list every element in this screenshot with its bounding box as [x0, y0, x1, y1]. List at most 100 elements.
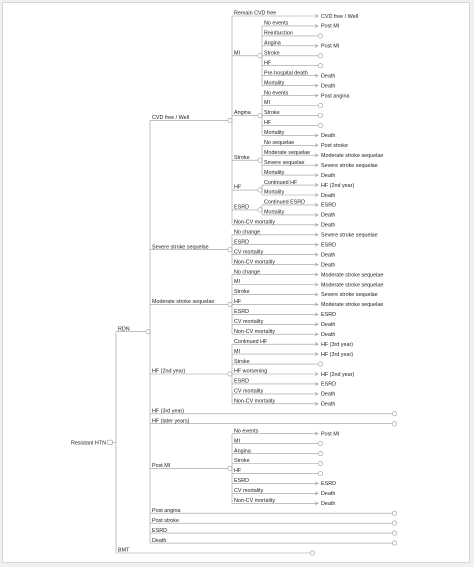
chance-node-angina: [257, 112, 263, 118]
outcome-arrow: [314, 153, 319, 158]
branch-label-hf-3rd-year: HF (3rd year): [152, 408, 184, 414]
outcome-arrow: [314, 222, 319, 227]
outcome-arrow: [314, 292, 319, 297]
terminal-node: [317, 441, 323, 447]
outcome-label-hf-3rd-year: HF (3rd year): [321, 352, 353, 358]
chance-node-hf-2nd-year: [227, 371, 233, 377]
branch-label-hf: HF: [234, 185, 242, 191]
outcome-arrow: [314, 133, 319, 138]
outcome-label-death: Death: [321, 491, 335, 497]
outcome-label-cvd-free-well: CVD free / Well: [321, 14, 358, 20]
outcome-arrow: [314, 501, 319, 506]
outcome-arrow: [314, 352, 319, 356]
outcome-label-death: Death: [321, 133, 335, 139]
branch-label-hf: HF: [234, 299, 242, 305]
outcome-arrow: [314, 173, 319, 177]
branch-label-esrd: ESRD: [234, 309, 249, 315]
outcome-label-death: Death: [321, 73, 335, 79]
branch-label-non-cv-mortality: Non-CV mortality: [234, 220, 275, 226]
branch-label-mortality: Mortality: [264, 170, 285, 176]
outcome-label-death: Death: [321, 262, 335, 268]
outcome-label-esrd: ESRD: [321, 243, 336, 249]
outcome-label-esrd: ESRD: [321, 203, 336, 209]
outcome-label-death: Death: [321, 392, 335, 398]
figure-frame: [2, 2, 470, 563]
terminal-node: [391, 520, 397, 526]
branch-label-angina: Angina: [234, 448, 251, 454]
outcome-arrow: [314, 43, 319, 48]
terminal-node: [391, 421, 397, 427]
outcome-label-post-angina: Post angina: [321, 93, 349, 99]
outcome-arrow: [314, 481, 319, 486]
outcome-arrow: [314, 203, 319, 207]
outcome-arrow: [314, 382, 319, 386]
branch-label-esrd: ESRD: [152, 528, 167, 534]
terminal-node: [317, 470, 323, 476]
branch-label-death: Death: [152, 538, 166, 544]
branch-label-stroke: Stroke: [234, 458, 250, 464]
branch-label-moderate-stroke-sequelae: Moderate stroke sequelae: [152, 299, 214, 305]
outcome-arrow: [314, 431, 319, 436]
chance-node-post-mi: [227, 465, 233, 471]
branch-label-post-stroke: Post stroke: [152, 518, 179, 524]
branch-label-esrd: ESRD: [234, 239, 249, 245]
terminal-node: [317, 33, 323, 39]
outcome-label-post-mi: Post MI: [321, 431, 339, 437]
branch-label-cv-mortality: CV mortality: [234, 249, 264, 255]
branch-label-rdn: RDN: [118, 326, 130, 332]
outcome-arrow: [314, 242, 319, 247]
outcome-arrow: [314, 24, 319, 28]
branch-label-post-angina: Post angina: [152, 508, 180, 514]
branch-label-mi: MI: [234, 279, 240, 285]
outcome-label-hf-2nd-year: HF (2nd year): [321, 183, 354, 189]
terminal-node: [317, 451, 323, 457]
chance-node-mi: [257, 53, 263, 59]
outcome-label-severe-stroke-sequelae: Severe stroke sequelae: [321, 233, 378, 239]
outcome-arrow: [314, 372, 319, 376]
branch-label-no-sequelae: No sequelae: [264, 140, 294, 146]
branch-label-esrd: ESRD: [234, 478, 249, 484]
branch-label-cv-mortality: CV mortality: [234, 389, 264, 395]
branch-label-non-cv-mortality: Non-CV mortality: [234, 259, 275, 265]
terminal-node: [317, 63, 323, 69]
outcome-label-death: Death: [321, 332, 335, 338]
branch-label-cv-mortality: CV mortality: [234, 488, 264, 494]
outcome-label-death: Death: [321, 223, 335, 229]
branch-label-esrd: ESRD: [234, 205, 249, 211]
outcome-label-hf-3rd-year: HF (3rd year): [321, 342, 353, 348]
outcome-arrow: [314, 392, 319, 396]
branch-label-bmt: BMT: [118, 548, 130, 554]
branch-label-cvd-free-well: CVD free / Well: [152, 115, 189, 121]
branch-label-hf-2nd-year: HF (2nd year): [152, 369, 185, 375]
branch-label-mi: MI: [234, 438, 240, 444]
outcome-arrow: [314, 232, 319, 237]
outcome-arrow: [314, 213, 319, 217]
branch-label-stroke: Stroke: [234, 359, 250, 365]
outcome-label-severe-stroke-sequelae: Severe stroke sequelae: [321, 163, 378, 169]
branch-label-hf: HF: [264, 60, 272, 66]
branch-label-severe-stroke-sequelae: Severe stroke sequelae: [152, 244, 209, 250]
outcome-arrow: [314, 252, 319, 257]
chance-node-severe-stroke-sequelae: [227, 247, 233, 253]
outcome-label-death: Death: [321, 193, 335, 199]
branch-label-post-mi: Post MI: [152, 463, 170, 469]
outcome-label-moderate-stroke-sequelae: Moderate stroke sequelae: [321, 302, 383, 308]
outcome-label-death: Death: [321, 252, 335, 258]
chance-node-esrd: [257, 207, 263, 213]
branch-label-mi: MI: [264, 100, 270, 106]
outcome-arrow: [314, 83, 319, 88]
outcome-label-post-stroke: Post stroke: [321, 143, 348, 149]
outcome-arrow: [314, 73, 319, 78]
outcome-arrow: [314, 272, 319, 277]
terminal-node: [317, 460, 323, 466]
branch-label-mi: MI: [234, 349, 240, 355]
branch-label-continued-hf: Continued HF: [264, 180, 298, 186]
branch-label-severe-sequelae: Severe sequelae: [264, 160, 304, 166]
branch-label-no-change: No change: [234, 269, 260, 275]
terminal-node: [309, 550, 315, 556]
chance-node-stroke: [257, 157, 263, 163]
outcome-arrow: [314, 163, 319, 168]
terminal-node: [391, 540, 397, 546]
